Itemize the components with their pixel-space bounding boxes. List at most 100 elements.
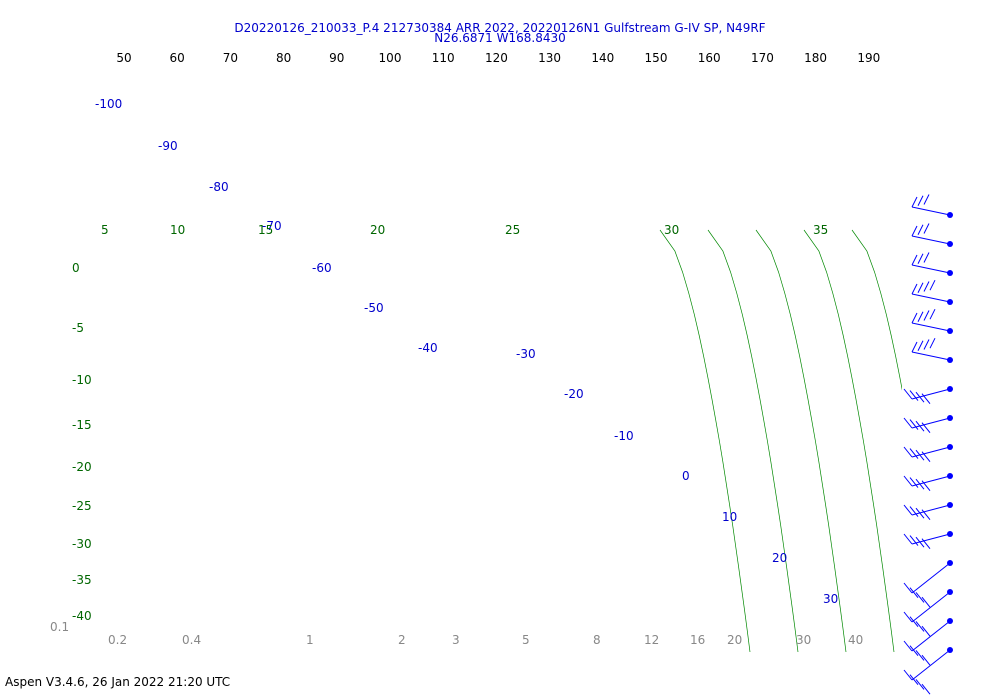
wind-barb-flag bbox=[917, 253, 924, 264]
wind-barb-staff bbox=[911, 206, 951, 216]
mixing-ratio-label: 0.1 bbox=[50, 620, 69, 634]
wind-barb-flag bbox=[903, 640, 913, 652]
wind-barb-flag bbox=[923, 310, 930, 321]
top-scale-label: 170 bbox=[751, 51, 774, 65]
chart-title: D20220126_210033_P.4 212730384 ARR 2022,… bbox=[234, 21, 766, 35]
wind-barb-flag bbox=[903, 669, 913, 681]
wind-barb bbox=[911, 337, 953, 363]
wind-barb-flag bbox=[903, 582, 913, 594]
wind-barb bbox=[903, 473, 953, 492]
wind-barb-flag bbox=[903, 388, 913, 400]
top-scale-label: 120 bbox=[485, 51, 508, 65]
top-scale-label: 70 bbox=[223, 51, 238, 65]
wind-barb-flag bbox=[909, 674, 919, 686]
wind-barb-flag bbox=[915, 592, 925, 603]
wind-barb bbox=[911, 279, 953, 305]
wind-barb-flag bbox=[915, 650, 925, 661]
wind-barb-flag bbox=[909, 477, 919, 488]
isotherm-label: -70 bbox=[262, 219, 282, 233]
mixing-ratio-label: 30 bbox=[796, 633, 811, 647]
moist-adiabat-label: -5 bbox=[72, 321, 84, 335]
mixing-ratio-label: 1 bbox=[306, 633, 314, 647]
wind-barb-flag bbox=[917, 282, 924, 293]
wind-barb-staff bbox=[911, 388, 951, 400]
isotherm-label: 20 bbox=[772, 551, 787, 565]
wind-barb-flag bbox=[921, 625, 931, 637]
wind-barbs bbox=[903, 194, 953, 695]
isotherm-label: -60 bbox=[312, 261, 332, 275]
moist-adiabat-label: -15 bbox=[72, 418, 92, 432]
wind-barb-flag bbox=[929, 308, 936, 320]
isotherm-label: -80 bbox=[209, 180, 229, 194]
moist-adiabat-label: 0 bbox=[72, 261, 80, 275]
wind-barb-flag bbox=[903, 611, 913, 623]
wind-barb-flag bbox=[915, 478, 925, 490]
wind-barb-flag bbox=[903, 533, 913, 545]
wind-barb-staff bbox=[911, 533, 951, 545]
wind-barb-flag bbox=[911, 254, 918, 266]
wind-barb-flag bbox=[915, 449, 925, 461]
theta-e-line bbox=[755, 229, 847, 652]
theta-e-label: 15 bbox=[258, 223, 273, 237]
moist-adiabat-label: -40 bbox=[72, 609, 92, 623]
wind-barb-flag bbox=[917, 195, 924, 206]
theta-e-line bbox=[803, 229, 895, 652]
wind-barb-flag bbox=[909, 419, 919, 430]
wind-barb-staff bbox=[911, 562, 951, 594]
wind-barb-staff bbox=[911, 504, 951, 516]
wind-barb-flag bbox=[921, 422, 931, 434]
wind-barb-flag bbox=[915, 507, 925, 519]
wind-barb-flag bbox=[915, 536, 925, 548]
wind-barb-flag bbox=[921, 451, 931, 463]
wind-barb-staff bbox=[911, 649, 951, 681]
wind-barb-staff bbox=[911, 620, 951, 652]
wind-barb bbox=[903, 647, 953, 695]
mixing-ratio-label: 8 bbox=[593, 633, 601, 647]
top-scale-label: 110 bbox=[432, 51, 455, 65]
theta-e-label: 25 bbox=[505, 223, 520, 237]
wind-barb-flag bbox=[929, 337, 936, 349]
theta-e-label: 10 bbox=[170, 223, 185, 237]
top-scale-label: 60 bbox=[170, 51, 185, 65]
axis-labels: 1000900800700600500400300200100-11050607… bbox=[50, 51, 880, 647]
top-scale-label: 190 bbox=[857, 51, 880, 65]
wind-barb bbox=[903, 618, 953, 666]
chart-location: N26.6871 W168.8430 bbox=[434, 31, 566, 45]
wind-barb-staff bbox=[911, 351, 951, 361]
wind-barb-staff bbox=[911, 293, 951, 303]
theta-e-line bbox=[851, 229, 902, 391]
top-scale-label: 90 bbox=[329, 51, 344, 65]
wind-barb-flag bbox=[917, 340, 924, 351]
wind-barb-flag bbox=[915, 679, 925, 690]
mixing-ratio-label: 16 bbox=[690, 633, 705, 647]
wind-barb-flag bbox=[923, 339, 930, 350]
wind-barb-flag bbox=[909, 448, 919, 459]
wind-barb-flag bbox=[911, 196, 918, 208]
wind-barb-flag bbox=[923, 281, 930, 292]
wind-barb bbox=[903, 415, 953, 434]
wind-barb-flag bbox=[909, 506, 919, 517]
isotherm-label: 0 bbox=[682, 469, 690, 483]
mixing-ratio-label: 0.4 bbox=[182, 633, 201, 647]
wind-barb-flag bbox=[929, 279, 936, 291]
wind-barb-flag bbox=[921, 538, 931, 550]
wind-barb bbox=[903, 531, 953, 550]
wind-barb bbox=[903, 386, 953, 405]
wind-barb bbox=[911, 194, 953, 218]
theta-e-line bbox=[659, 229, 751, 652]
mixing-ratio-label: 5 bbox=[522, 633, 530, 647]
top-scale-label: 100 bbox=[379, 51, 402, 65]
footer-version: Aspen V3.4.6, 26 Jan 2022 21:20 UTC bbox=[5, 675, 231, 689]
wind-barb-flag bbox=[911, 312, 918, 324]
wind-barb-flag bbox=[909, 390, 919, 401]
moist-adiabat-label: -25 bbox=[72, 499, 92, 513]
isotherm-label: 30 bbox=[823, 592, 838, 606]
wind-barb-flag bbox=[921, 480, 931, 492]
wind-barb bbox=[911, 223, 953, 247]
wind-barb-flag bbox=[921, 509, 931, 521]
wind-barb-flag bbox=[917, 224, 924, 235]
wind-barb bbox=[911, 308, 953, 334]
isotherm-label: -100 bbox=[95, 97, 122, 111]
wind-barb-flag bbox=[911, 341, 918, 353]
